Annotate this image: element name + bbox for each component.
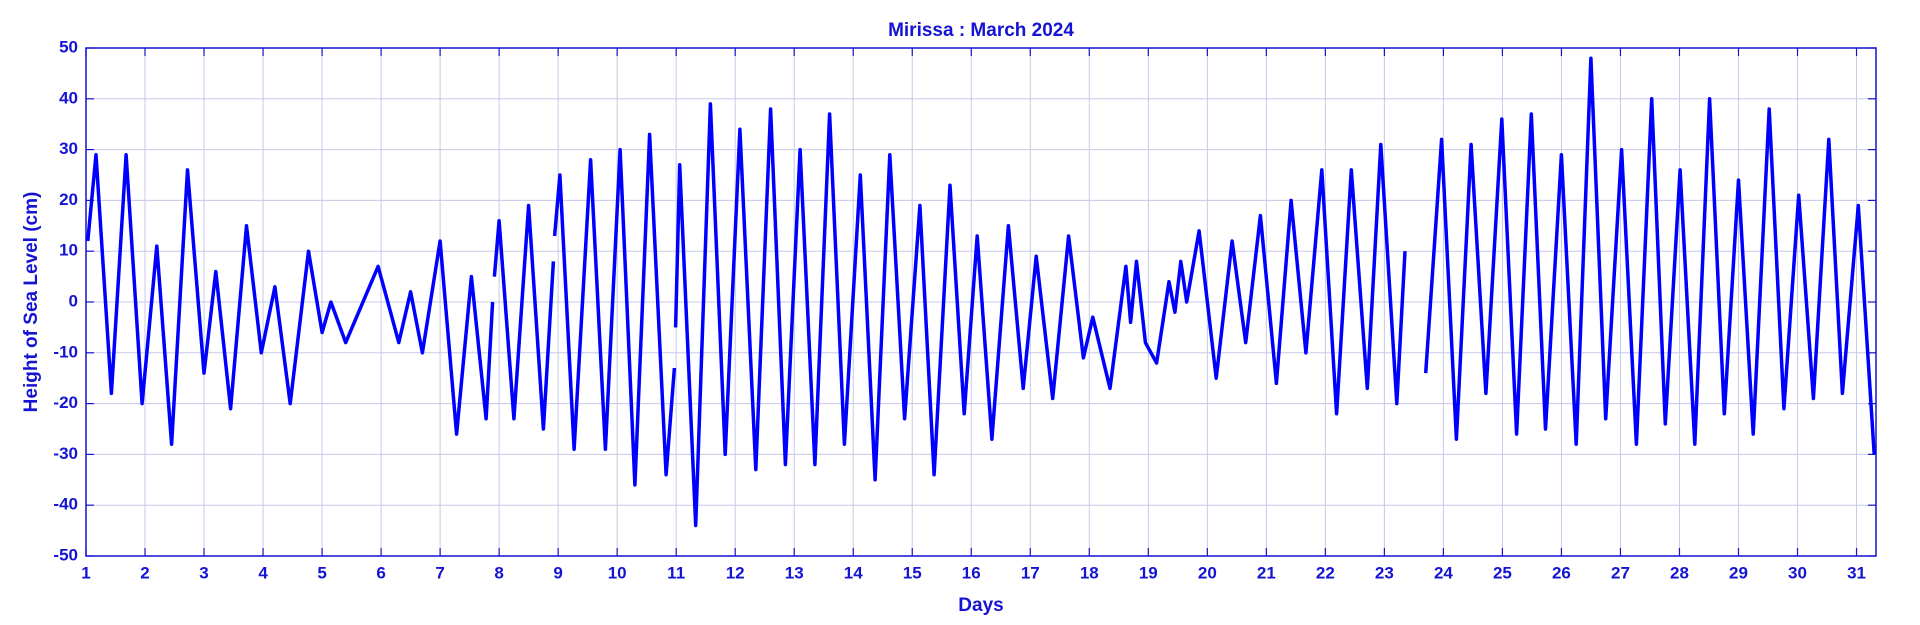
x-tick-label: 31 — [1847, 563, 1866, 582]
x-axis-label: Days — [958, 595, 1003, 616]
x-tick-label: 5 — [317, 563, 326, 582]
y-tick-label: 50 — [59, 37, 78, 56]
x-tick-label: 10 — [608, 563, 627, 582]
x-tick-label: 8 — [494, 563, 503, 582]
x-tick-label: 1 — [81, 563, 90, 582]
sea-level-line — [86, 56, 1876, 528]
x-tick-label: 7 — [435, 563, 444, 582]
y-axis-label: Height of Sea Level (cm) — [21, 192, 42, 413]
x-tick-label: 11 — [667, 563, 685, 582]
x-tick-label: 23 — [1375, 563, 1394, 582]
x-tick-label: 19 — [1139, 563, 1158, 582]
x-tick-label: 30 — [1788, 563, 1807, 582]
y-tick-label: -40 — [53, 495, 78, 514]
y-tick-label: -10 — [53, 342, 78, 361]
y-tick-label: -30 — [53, 444, 78, 463]
x-tick-label: 22 — [1316, 563, 1335, 582]
x-tick-label: 13 — [785, 563, 804, 582]
y-tick-label: 30 — [59, 139, 78, 158]
y-tick-label: 20 — [59, 190, 78, 209]
x-tick-label: 17 — [1021, 563, 1040, 582]
x-tick-label: 25 — [1493, 563, 1512, 582]
x-tick-label: 15 — [903, 563, 922, 582]
y-tick-label: 0 — [69, 291, 78, 310]
x-tick-label: 18 — [1080, 563, 1099, 582]
x-tick-label: 6 — [376, 563, 385, 582]
x-tick-label: 9 — [553, 563, 562, 582]
x-tick-label: 2 — [140, 563, 149, 582]
plot-frame — [85, 47, 1877, 557]
x-tick-label: 20 — [1198, 563, 1217, 582]
y-tick-label: 40 — [59, 88, 78, 107]
y-tick-label: -50 — [53, 545, 78, 564]
x-tick-label: 21 — [1257, 563, 1276, 582]
x-tick-label: 28 — [1670, 563, 1689, 582]
x-tick-label: 26 — [1552, 563, 1571, 582]
x-tick-label: 14 — [844, 563, 863, 582]
chart-title: Mirissa : March 2024 — [888, 20, 1074, 41]
y-tick-label: 10 — [59, 241, 78, 260]
x-tick-label: 16 — [962, 563, 981, 582]
x-tick-label: 24 — [1434, 563, 1453, 582]
x-tick-label: 4 — [258, 563, 268, 582]
x-tick-label: 12 — [726, 563, 745, 582]
x-tick-label: 3 — [199, 563, 208, 582]
y-tick-label: -20 — [53, 393, 78, 412]
x-tick-label: 29 — [1729, 563, 1748, 582]
x-tick-label: 27 — [1611, 563, 1630, 582]
